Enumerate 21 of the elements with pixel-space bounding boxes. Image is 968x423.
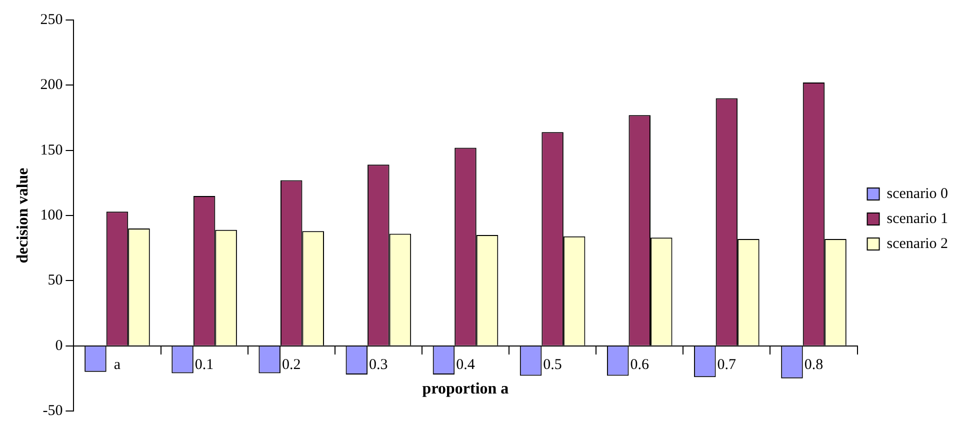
x-tick-label: 0.7 [717, 356, 737, 373]
y-tick-label: 50 [48, 272, 63, 289]
y-tick-label: 200 [40, 77, 63, 94]
y-tick-label: -50 [42, 402, 63, 419]
x-tick-label: 0.8 [804, 356, 824, 373]
x-tick-label: a [114, 356, 121, 373]
legend-label: scenario 0 [886, 186, 948, 202]
y-axis-title: decision value [14, 168, 32, 264]
y-tick-label: 150 [40, 142, 63, 158]
x-tick-label: 0.1 [194, 356, 214, 373]
legend-label: scenario 1 [886, 210, 948, 227]
x-tick-label: 0.3 [369, 356, 388, 373]
y-tick-label: 0 [55, 338, 63, 354]
x-tick-label: 0.5 [543, 356, 562, 373]
y-tick-label: 250 [40, 12, 63, 28]
x-axis-title: proportion a [422, 380, 509, 398]
x-tick-label: 0.4 [456, 356, 476, 373]
legend-label: scenario 2 [886, 236, 948, 252]
y-tick-label: 100 [40, 207, 63, 224]
x-tick-label: 0.6 [630, 356, 650, 373]
x-tick-label: 0.2 [282, 356, 301, 373]
